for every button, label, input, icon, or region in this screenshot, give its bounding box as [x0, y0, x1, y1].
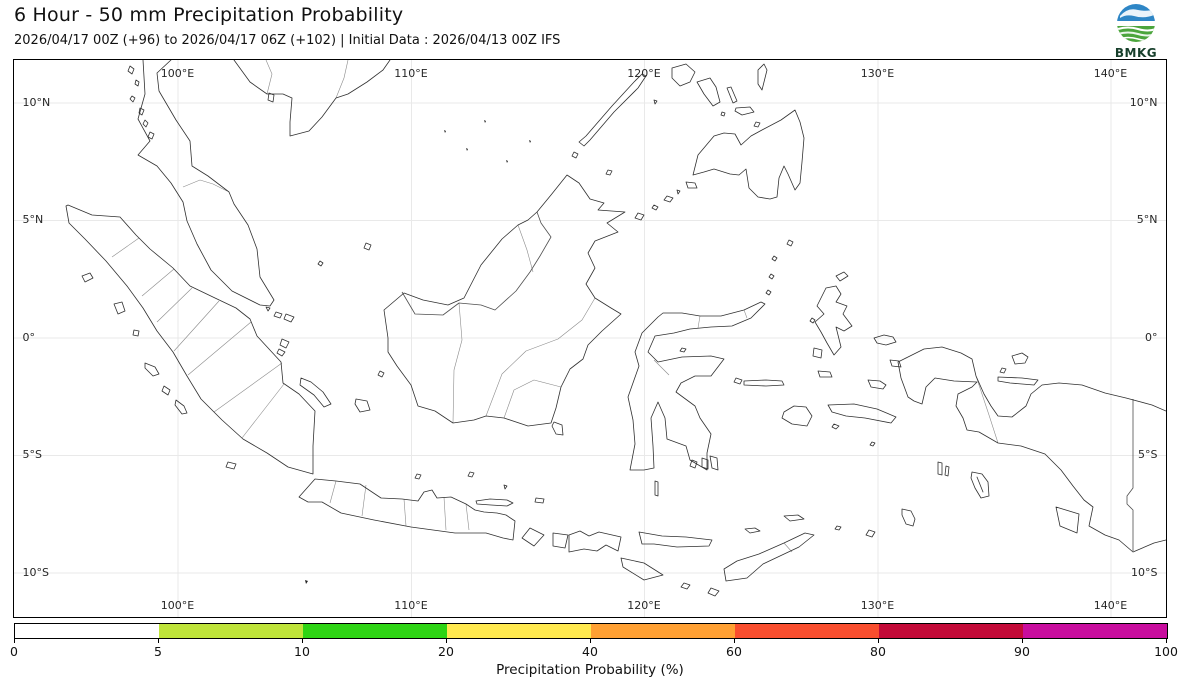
- lat-label-right-0: 0°: [1145, 330, 1158, 344]
- colorbar-tick-mark: [446, 639, 447, 643]
- colorbar-tick-mark: [158, 639, 159, 643]
- colorbar-segment: [303, 624, 447, 638]
- colorbar-tick-mark: [302, 639, 303, 643]
- page-subtitle: 2026/04/17 00Z (+96) to 2026/04/17 06Z (…: [14, 33, 561, 48]
- colorbar-tick-mark: [734, 639, 735, 643]
- colorbar-tick-label: 10: [294, 644, 310, 659]
- lat-label-left-5n: 5°N: [22, 212, 44, 226]
- lon-label-top-100e: 100°E: [160, 66, 195, 80]
- colorbar-tick-mark: [878, 639, 879, 643]
- lon-label-bottom-130e: 130°E: [860, 598, 895, 612]
- lat-label-left-0: 0°: [22, 330, 36, 344]
- admin-boundaries: [111, 59, 998, 552]
- lon-label-bottom-100e: 100°E: [160, 598, 195, 612]
- lat-label-right-5s: 5°S: [1138, 447, 1158, 461]
- colorbar-ticklabels: 0 5 10 20 40 60 80 90 100: [10, 644, 1178, 659]
- colorbar-axis-label: Precipitation Probability (%): [496, 662, 684, 678]
- colorbar-segments: [14, 623, 1168, 639]
- page-title: 6 Hour - 50 mm Precipitation Probability: [14, 4, 404, 26]
- colorbar-tick-mark: [1166, 639, 1167, 643]
- colorbar-segment: [159, 624, 303, 638]
- colorbar-tick-label: 0: [10, 644, 18, 659]
- colorbar-tick-mark: [1022, 639, 1023, 643]
- colorbar-segment: [735, 624, 879, 638]
- coastlines: [65, 59, 1166, 596]
- colorbar-tick-label: 40: [582, 644, 598, 659]
- colorbar-tickmarks: [14, 639, 1167, 644]
- lat-label-right-10s: 10°S: [1131, 565, 1158, 579]
- graticule: [13, 59, 1166, 617]
- lat-label-right-10n: 10°N: [1129, 95, 1158, 109]
- colorbar-tick-label: 20: [438, 644, 454, 659]
- lon-label-bottom-140e: 140°E: [1093, 598, 1128, 612]
- lat-label-left-5s: 5°S: [22, 447, 42, 461]
- lat-label-left-10s: 10°S: [22, 565, 49, 579]
- colorbar-tick-label: 100: [1154, 644, 1178, 659]
- bmkg-logo: BMKG: [1112, 2, 1160, 60]
- lat-label-left-10n: 10°N: [22, 95, 51, 109]
- colorbar-tick-mark: [14, 639, 15, 643]
- lon-label-top-130e: 130°E: [860, 66, 895, 80]
- colorbar-segment: [879, 624, 1023, 638]
- colorbar-tick-label: 80: [870, 644, 886, 659]
- colorbar-segment: [15, 624, 159, 638]
- colorbar-segment: [1023, 624, 1167, 638]
- bmkg-globe-icon: [1117, 4, 1155, 42]
- lon-label-bottom-120e: 120°E: [627, 598, 661, 612]
- colorbar-tick-label: 5: [154, 644, 162, 659]
- lon-label-top-110e: 110°E: [394, 66, 428, 80]
- map-canvas: [13, 59, 1166, 617]
- colorbar-tick-label: 60: [726, 644, 742, 659]
- bmkg-logo-label: BMKG: [1114, 46, 1158, 60]
- lon-label-top-120e: 120°E: [627, 66, 661, 80]
- lon-label-top-140e: 140°E: [1093, 66, 1128, 80]
- colorbar-tick-mark: [590, 639, 591, 643]
- map-frame: 100°E 110°E 120°E 130°E 140°E 100°E 110°…: [12, 58, 1167, 618]
- lat-label-right-5n: 5°N: [1136, 212, 1158, 226]
- lon-label-bottom-110e: 110°E: [394, 598, 428, 612]
- colorbar-segment: [447, 624, 591, 638]
- colorbar-tick-label: 90: [1014, 644, 1030, 659]
- national-borders: [401, 211, 1133, 551]
- colorbar-segment: [591, 624, 735, 638]
